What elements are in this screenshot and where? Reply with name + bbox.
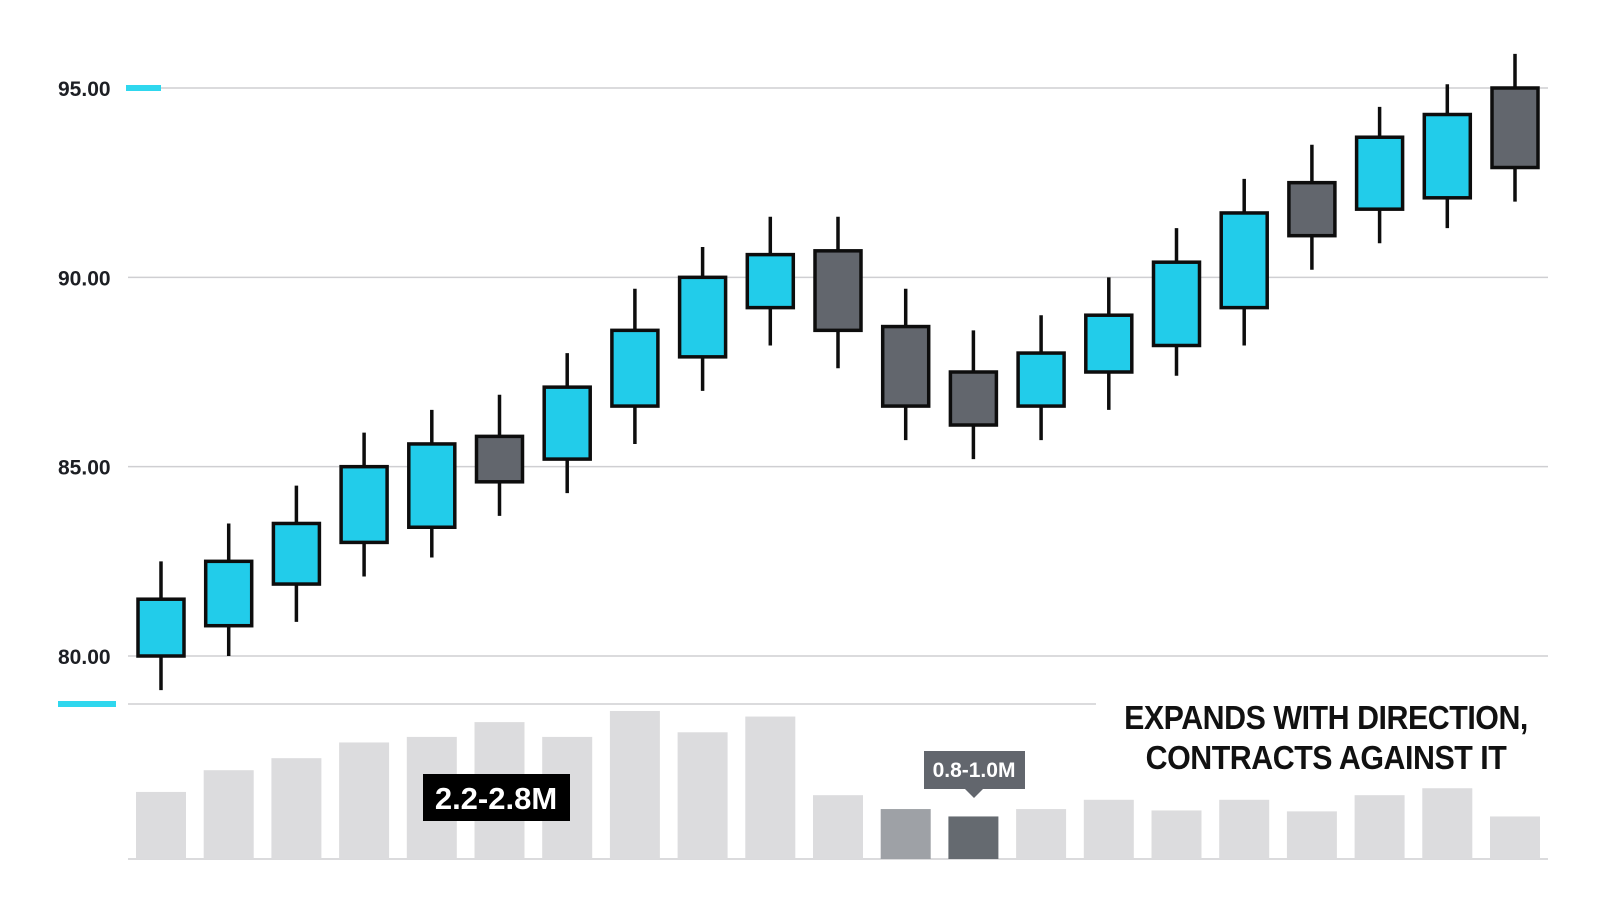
candle-body	[1219, 211, 1269, 310]
volume-bar	[136, 791, 186, 859]
volume-bar	[1083, 799, 1134, 859]
candle	[136, 561, 186, 691]
volume-label-down-pointer	[965, 789, 983, 798]
candle	[1219, 178, 1269, 346]
y-tick-label: 85.00	[58, 457, 111, 480]
candle	[745, 216, 796, 346]
volume-label-down-text: 0.8-1.0M	[933, 759, 1016, 782]
candle-body	[948, 370, 999, 427]
candle	[339, 432, 389, 577]
candle-body	[1287, 180, 1337, 238]
candle-body	[1151, 260, 1202, 348]
candle	[880, 288, 931, 441]
candle-body	[745, 252, 796, 310]
volume-label-up-bg	[423, 774, 570, 821]
candle	[1490, 53, 1540, 202]
candle	[610, 288, 660, 444]
volume-bar	[1219, 799, 1270, 859]
candle-body	[407, 442, 457, 530]
volume-bar	[1016, 809, 1067, 859]
candle-body	[271, 521, 322, 586]
candle-body	[1490, 86, 1540, 170]
price-accent-marker	[126, 85, 161, 91]
volume-bar	[609, 711, 660, 859]
candle-body	[677, 275, 728, 359]
volume-bar	[1286, 811, 1337, 859]
volume-bar	[745, 716, 796, 859]
volume-bar	[813, 795, 863, 859]
candle	[1287, 144, 1337, 270]
volume-caption: EXPANDS WITH DIRECTION, CONTRACTS AGAINS…	[1114, 698, 1537, 778]
candle	[542, 353, 592, 494]
volume-bar	[339, 742, 390, 859]
volume-label-down-bg	[924, 751, 1025, 789]
candle	[203, 523, 254, 656]
volume-bar	[203, 770, 254, 859]
candle-body	[542, 385, 592, 461]
y-tick-label: 90.00	[58, 267, 111, 290]
candle-body	[203, 559, 254, 628]
volume-bar	[677, 732, 728, 859]
volume-bar	[1490, 816, 1540, 859]
candle	[677, 247, 728, 391]
volume-label-down: 0.8-1.0M	[924, 751, 1025, 798]
volume-bar	[271, 758, 322, 859]
candle	[271, 485, 322, 622]
accent-markers	[58, 85, 161, 707]
candle	[1084, 277, 1134, 410]
candle-body	[474, 434, 525, 484]
volume-bar	[1151, 810, 1202, 859]
volume-annotations: 2.2-2.8M 0.8-1.0M	[423, 751, 1025, 821]
candle-body	[880, 324, 931, 408]
candle	[1422, 84, 1473, 229]
price-axis: 95.00 90.00 85.00 80.00	[58, 78, 111, 669]
volume-label-up: 2.2-2.8M	[423, 774, 570, 821]
caption-line-1: EXPANDS WITH DIRECTION,	[1124, 699, 1528, 736]
candle-body	[1354, 135, 1405, 211]
candles	[136, 53, 1540, 691]
candle	[1151, 228, 1202, 376]
candle-body	[136, 597, 186, 658]
y-tick-label: 95.00	[58, 78, 111, 101]
candle-body	[1084, 313, 1134, 374]
candle	[407, 409, 457, 558]
volume-bar	[1422, 788, 1473, 859]
candle-body	[1016, 351, 1066, 408]
y-tick-label: 80.00	[58, 646, 111, 669]
volume-bar	[880, 809, 931, 859]
candle	[1016, 315, 1066, 441]
volume-label-up-text: 2.2-2.8M	[435, 781, 557, 816]
candle-body	[813, 249, 863, 333]
candle	[813, 216, 863, 369]
candle-body	[610, 328, 660, 408]
volume-bar	[1354, 795, 1405, 859]
candle	[474, 394, 525, 516]
volume-accent-marker	[58, 701, 116, 707]
candle	[948, 330, 999, 460]
candle-body	[1422, 112, 1473, 200]
caption-line-2: CONTRACTS AGAINST IT	[1145, 739, 1507, 776]
volume-bar	[948, 816, 999, 859]
candle	[1354, 106, 1405, 244]
candle-body	[339, 464, 389, 545]
